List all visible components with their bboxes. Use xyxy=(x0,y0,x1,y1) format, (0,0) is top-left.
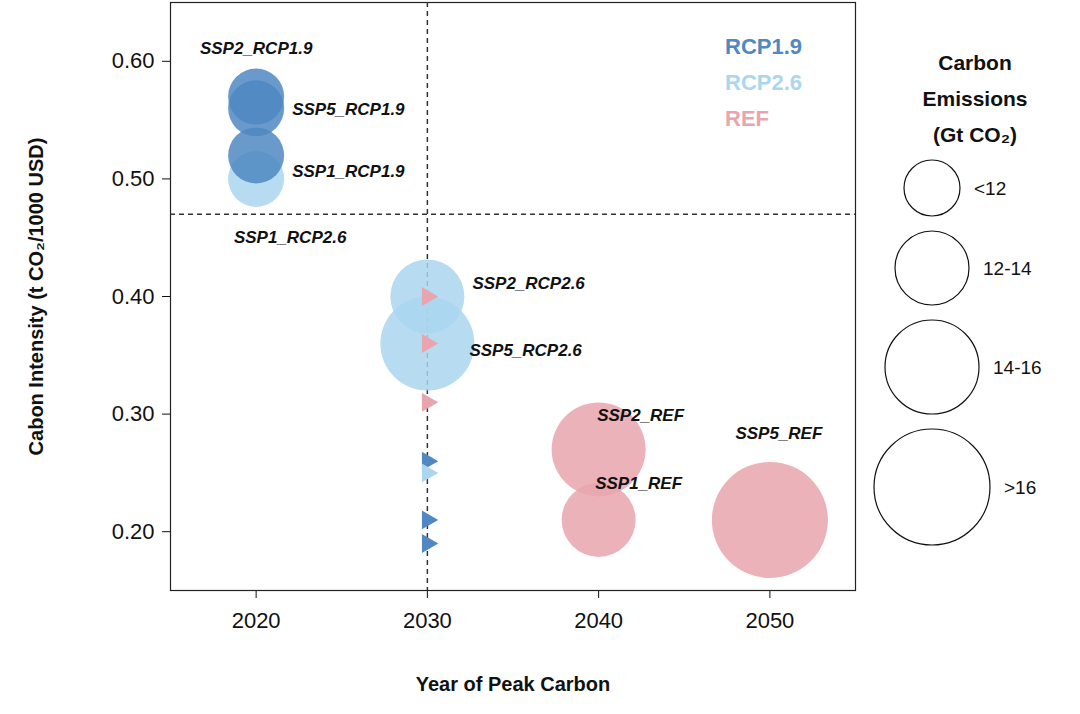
svg-text:SSP5_RCP1.9: SSP5_RCP1.9 xyxy=(292,100,405,119)
svg-text:SSP1_RCP1.9: SSP1_RCP1.9 xyxy=(292,162,405,181)
svg-text:0.30: 0.30 xyxy=(112,401,155,426)
svg-text:<12: <12 xyxy=(974,178,1006,199)
svg-text:SSP5_RCP2.6: SSP5_RCP2.6 xyxy=(469,341,582,360)
svg-text:SSP2_RCP2.6: SSP2_RCP2.6 xyxy=(472,274,585,293)
svg-text:2030: 2030 xyxy=(403,608,452,633)
svg-text:0.50: 0.50 xyxy=(112,166,155,191)
svg-text:SSP1_RCP2.6: SSP1_RCP2.6 xyxy=(234,228,347,247)
svg-text:>16: >16 xyxy=(1004,477,1036,498)
svg-text:2020: 2020 xyxy=(232,608,281,633)
svg-text:RCP2.6: RCP2.6 xyxy=(725,70,802,95)
svg-text:RCP1.9: RCP1.9 xyxy=(725,34,802,59)
svg-text:0.40: 0.40 xyxy=(112,284,155,309)
svg-text:12-14: 12-14 xyxy=(983,258,1032,279)
svg-text:Emissions: Emissions xyxy=(922,87,1027,110)
svg-text:REF: REF xyxy=(725,106,769,131)
svg-text:SSP2_REF: SSP2_REF xyxy=(597,406,685,425)
svg-text:SSP2_RCP1.9: SSP2_RCP1.9 xyxy=(200,39,313,58)
svg-text:0.60: 0.60 xyxy=(112,48,155,73)
svg-text:14-16: 14-16 xyxy=(993,357,1042,378)
svg-text:SSP1_REF: SSP1_REF xyxy=(595,474,683,493)
svg-text:(Gt CO₂): (Gt CO₂) xyxy=(933,123,1017,146)
svg-text:Cabon Intensity (t CO₂/1000 US: Cabon Intensity (t CO₂/1000 USD) xyxy=(25,138,47,456)
svg-text:Carbon: Carbon xyxy=(938,51,1012,74)
svg-text:SSP5_REF: SSP5_REF xyxy=(735,424,823,443)
svg-text:0.20: 0.20 xyxy=(112,519,155,544)
svg-text:Year of Peak Carbon: Year of Peak Carbon xyxy=(416,673,611,695)
svg-text:2040: 2040 xyxy=(574,608,623,633)
svg-text:2050: 2050 xyxy=(745,608,794,633)
